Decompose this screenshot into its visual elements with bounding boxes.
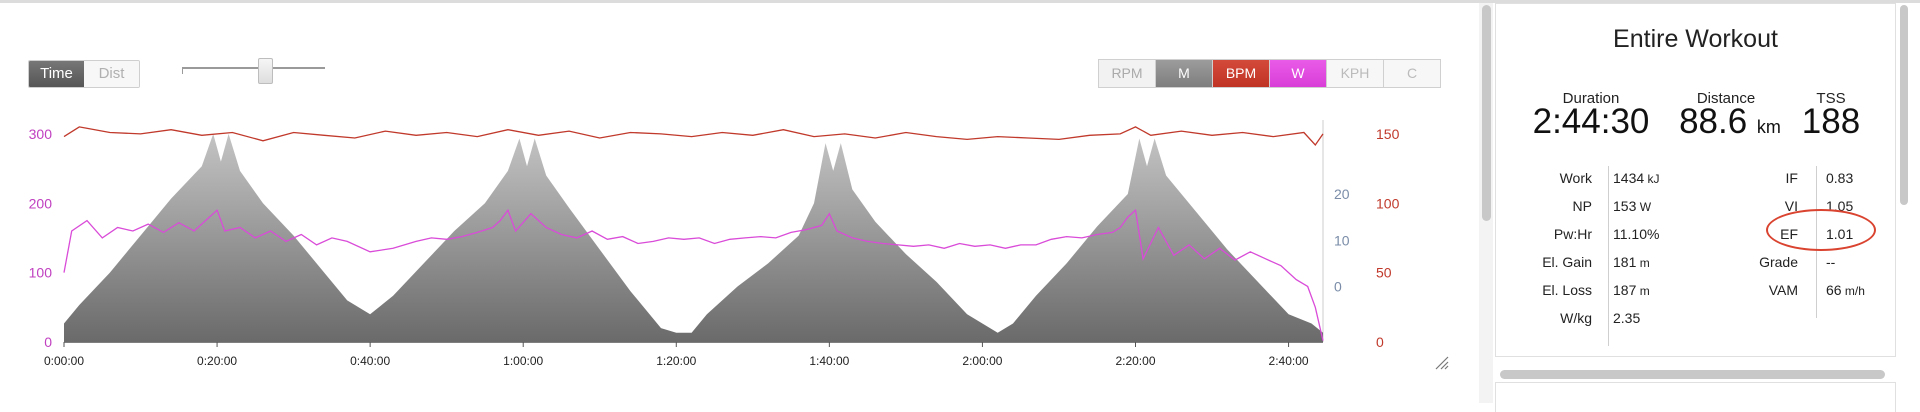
zoom-slider-tick [182, 67, 183, 74]
stat-value-work: 1434 kJ [1613, 170, 1660, 186]
ef-highlight-circle [1766, 209, 1876, 251]
stat-value-el-gain: 181 m [1613, 254, 1650, 270]
stat-value-pw-hr: 11.10% [1613, 226, 1660, 242]
elevation-area [64, 133, 1323, 342]
left-stats-divider [1608, 166, 1609, 346]
x-tick-label: 0:20:00 [197, 354, 237, 368]
power-tick-label: 200 [29, 195, 53, 211]
power-line [63, 208, 1324, 341]
heart-rate-line [63, 126, 1324, 147]
workout-summary-panel: Entire Workout Duration 2:44:30 Distance… [1495, 3, 1896, 357]
power-metric-button[interactable]: W [1269, 59, 1327, 88]
workout-chart[interactable]: 0:00:00 0:20:00 0:40:00 1:00:00 1:20:00 1:40:… [0, 0, 1480, 409]
x-axis-ticks: 0:00:00 0:20:00 0:40:00 1:00:00 1:20:00 1:40:… [44, 342, 1309, 368]
tss-label: TSS [1816, 90, 1846, 107]
heart-rate-tick-label: 150 [1376, 126, 1400, 142]
dist-toggle-button[interactable]: Dist [84, 61, 139, 87]
heart-rate-series [63, 126, 1324, 147]
x-tick-label: 2:00:00 [962, 354, 1002, 368]
x-tick-label: 2:40:00 [1269, 354, 1309, 368]
resize-grip-icon[interactable] [1435, 356, 1449, 370]
distance-unit: km [1756, 117, 1781, 137]
stat-label-el-gain: El. Gain [1542, 254, 1592, 270]
stat-label-grade: Grade [1759, 254, 1798, 270]
stat-label-pw-hr: Pw:Hr [1553, 226, 1592, 242]
stat-label-vam: VAM [1768, 282, 1798, 298]
stat-label-np: NP [1572, 198, 1592, 214]
x-tick-label: 1:20:00 [656, 354, 696, 368]
stat-label-work: Work [1559, 170, 1592, 186]
panel-vertical-scrollbar[interactable] [1900, 5, 1908, 205]
stat-value-el-loss: 187 m [1613, 282, 1650, 298]
duration-value: 2:44:30 [1532, 102, 1650, 141]
zoom-slider-track[interactable] [182, 67, 325, 69]
stat-label-if: IF [1785, 170, 1798, 186]
panel-horizontal-scrollbar[interactable] [1500, 370, 1885, 379]
elevation-tick-label: 20 [1334, 186, 1350, 202]
power-axis-ticks: 300 200 100 0 [29, 126, 53, 350]
x-tick-label: 0:40:00 [350, 354, 390, 368]
chart-scrollbar-thumb[interactable] [1482, 5, 1491, 221]
time-toggle-button[interactable]: Time [29, 61, 84, 87]
elevation-metric-button[interactable]: M [1155, 59, 1213, 88]
distance-value-group: 88.6 km [1660, 102, 1800, 142]
elevation-series [64, 133, 1323, 342]
x-tick-label: 1:40:00 [809, 354, 849, 368]
x-axis-mode-toggle: Time Dist [28, 60, 140, 88]
elevation-tick-label: 0 [1334, 279, 1342, 295]
distance-value: 88.6 [1679, 102, 1748, 141]
cadence-metric-button[interactable]: C [1383, 59, 1441, 88]
stat-label-vi: VI [1784, 198, 1798, 214]
stat-value-if: 0.83 [1826, 170, 1854, 186]
power-series [63, 208, 1324, 341]
elevation-axis-ticks: 20 10 0 [1334, 186, 1350, 295]
elevation-tick-label: 10 [1334, 232, 1350, 248]
heart-rate-tick-label: 0 [1376, 334, 1384, 350]
duration-label: Duration [1562, 90, 1620, 107]
stat-label-w-kg: W/kg [1560, 310, 1592, 326]
x-tick-label: 2:20:00 [1115, 354, 1155, 368]
metric-toggle-group: RPM M BPM W KPH C [1098, 59, 1441, 88]
x-tick-label: 0:00:00 [44, 354, 84, 368]
heart-rate-axis-ticks: 150 100 50 0 [1376, 126, 1400, 350]
distance-label: Distance [1696, 90, 1756, 107]
zoom-slider-handle[interactable] [258, 58, 273, 84]
top-border [0, 0, 1920, 3]
x-tick-label: 1:00:00 [503, 354, 543, 368]
power-tick-label: 100 [29, 265, 53, 281]
panel-title: Entire Workout [1613, 25, 1778, 53]
tss-value: 188 [1801, 102, 1861, 141]
power-tick-label: 0 [44, 334, 52, 350]
stat-value-np: 153 W [1613, 198, 1652, 214]
stat-value-grade: -- [1826, 254, 1836, 270]
stat-label-el-loss: El. Loss [1542, 282, 1592, 298]
stat-value-vam: 66 m/h [1826, 282, 1865, 298]
power-tick-label: 300 [29, 126, 53, 142]
stat-value-w-kg: 2.35 [1613, 310, 1641, 326]
heart-rate-tick-label: 50 [1376, 265, 1392, 281]
secondary-panel [1495, 382, 1896, 412]
heart-rate-tick-label: 100 [1376, 195, 1400, 211]
